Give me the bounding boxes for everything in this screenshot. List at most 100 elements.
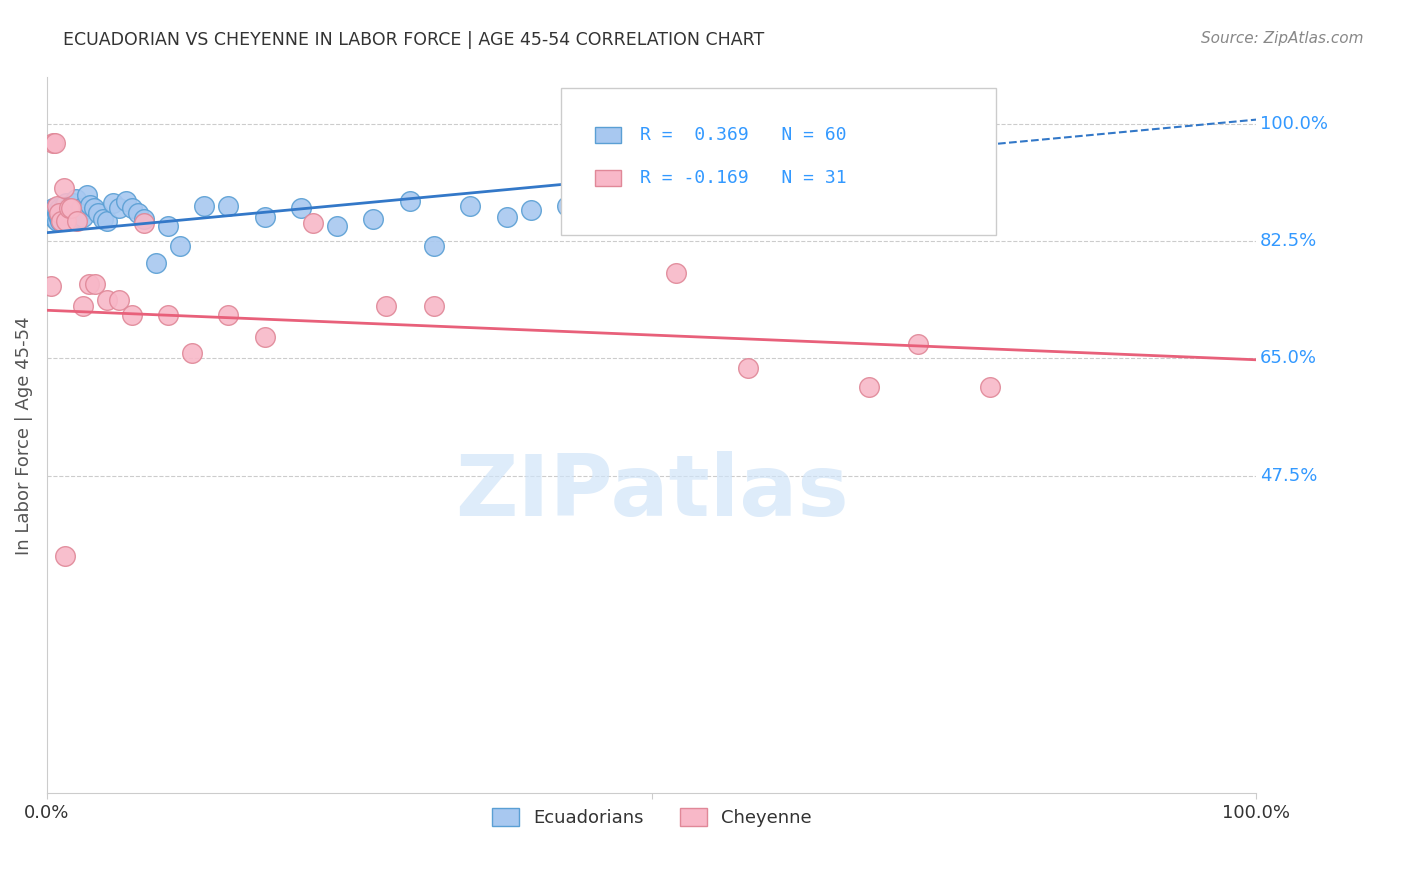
Point [156,308,179,322]
Point [62,196,84,211]
FancyBboxPatch shape [561,88,997,235]
Point [181,346,204,360]
Point [39,279,62,293]
Point [49,214,72,228]
Text: ECUADORIAN VS CHEYENNE IN LABOR FORCE | AGE 45-54 CORRELATION CHART: ECUADORIAN VS CHEYENNE IN LABOR FORCE | … [63,31,765,49]
Legend: Ecuadorians, Cheyenne: Ecuadorians, Cheyenne [484,801,820,834]
Text: Source: ZipAtlas.com: Source: ZipAtlas.com [1201,31,1364,46]
Point [44,136,66,150]
Point [374,299,396,313]
Point [58,199,80,213]
Point [127,205,149,219]
Point [555,199,578,213]
Point [519,202,541,217]
Text: 65.0%: 65.0% [1260,350,1317,368]
Point [605,168,627,182]
Point [53,205,76,219]
Point [169,239,191,253]
Point [91,212,114,227]
Point [907,336,929,351]
Point [217,308,239,322]
Point [55,214,77,228]
Point [121,308,143,322]
Point [145,256,167,270]
Point [398,194,420,209]
Point [737,361,759,376]
Point [84,277,107,291]
Point [44,204,66,219]
Point [44,201,66,215]
Point [46,202,69,217]
Point [326,219,349,233]
Text: R =  0.369   N = 60: R = 0.369 N = 60 [640,126,846,144]
Point [55,196,77,211]
Point [665,266,688,280]
Point [83,201,105,215]
Point [42,208,65,222]
Point [302,216,325,230]
Point [423,239,446,253]
Point [79,197,101,211]
Point [76,187,98,202]
Point [39,205,62,219]
Point [96,293,118,307]
Point [59,208,82,222]
Point [193,199,215,213]
Point [65,192,87,206]
Point [132,212,155,227]
Text: ZIPatlas: ZIPatlas [454,451,849,534]
Point [44,210,66,224]
Point [217,199,239,213]
Point [42,201,65,215]
Point [253,210,276,224]
Point [665,149,688,163]
Point [44,212,66,227]
Bar [595,169,621,186]
Y-axis label: In Labor Force | Age 45-54: In Labor Force | Age 45-54 [15,316,32,555]
Text: 100.0%: 100.0% [1260,115,1329,133]
Point [72,210,94,224]
Point [103,196,125,211]
Point [46,208,69,222]
Point [52,199,75,213]
Point [41,202,63,217]
Text: 47.5%: 47.5% [1260,467,1317,484]
Point [58,201,80,215]
Point [48,205,70,219]
Bar [595,127,621,143]
Text: R = -0.169   N = 31: R = -0.169 N = 31 [640,169,846,186]
Point [86,205,108,219]
Point [69,201,91,215]
Point [72,299,94,313]
Point [96,214,118,228]
Point [458,199,481,213]
Point [858,379,880,393]
Point [45,199,67,213]
Point [823,154,845,169]
Point [56,202,79,217]
Point [423,299,446,313]
Point [156,219,179,233]
Point [48,205,70,219]
Point [66,214,89,228]
Point [49,201,72,215]
Point [108,201,131,215]
Point [979,379,1001,393]
Point [48,211,70,225]
Text: 82.5%: 82.5% [1260,232,1317,251]
Point [45,214,67,228]
Point [77,277,100,291]
Point [363,212,385,227]
Point [52,181,75,195]
Point [108,293,131,307]
Point [495,210,517,224]
Point [253,330,276,344]
Point [52,208,75,222]
Point [45,205,67,219]
Point [121,201,143,215]
Point [60,201,83,215]
Point [67,210,90,224]
Point [114,194,136,209]
Point [60,201,83,215]
Point [132,216,155,230]
